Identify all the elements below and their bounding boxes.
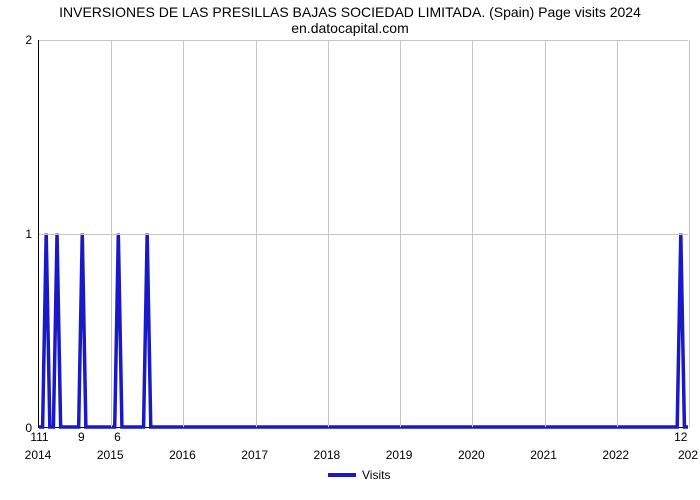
chart-title: INVERSIONES DE LAS PRESILLAS BAJAS SOCIE… xyxy=(0,4,700,36)
x-tick-label: 2019 xyxy=(386,448,413,462)
chart-legend: Visits xyxy=(328,468,390,482)
x-tick-label: 202 xyxy=(678,448,698,462)
visits-line xyxy=(39,234,688,428)
x-tick-label: 2020 xyxy=(458,448,485,462)
legend-swatch xyxy=(328,473,356,477)
secondary-x-label: 9 xyxy=(78,430,85,444)
gridline-vertical xyxy=(689,40,690,427)
gridline-vertical xyxy=(111,40,112,427)
gridline-vertical xyxy=(183,40,184,427)
chart-container: INVERSIONES DE LAS PRESILLAS BAJAS SOCIE… xyxy=(0,0,700,500)
gridline-vertical xyxy=(545,40,546,427)
x-tick-label: 2022 xyxy=(602,448,629,462)
plot-area xyxy=(38,40,688,428)
x-tick-label: 2015 xyxy=(97,448,124,462)
gridline-vertical xyxy=(256,40,257,427)
x-tick-label: 2014 xyxy=(25,448,52,462)
gridline-vertical xyxy=(400,40,401,427)
gridline-vertical xyxy=(472,40,473,427)
y-tick-label: 1 xyxy=(10,227,32,241)
gridline-horizontal xyxy=(39,234,688,235)
y-tick-label: 2 xyxy=(10,33,32,47)
gridline-vertical xyxy=(617,40,618,427)
x-tick-label: 2021 xyxy=(530,448,557,462)
x-tick-label: 2016 xyxy=(169,448,196,462)
secondary-x-label: 6 xyxy=(114,430,121,444)
gridline-horizontal xyxy=(39,40,688,41)
gridline-vertical xyxy=(328,40,329,427)
legend-label: Visits xyxy=(362,468,390,482)
x-tick-label: 2018 xyxy=(314,448,341,462)
secondary-x-label: 12 xyxy=(674,430,687,444)
x-tick-label: 2017 xyxy=(241,448,268,462)
y-tick-label: 0 xyxy=(10,421,32,435)
secondary-x-label: 111 xyxy=(30,430,48,444)
